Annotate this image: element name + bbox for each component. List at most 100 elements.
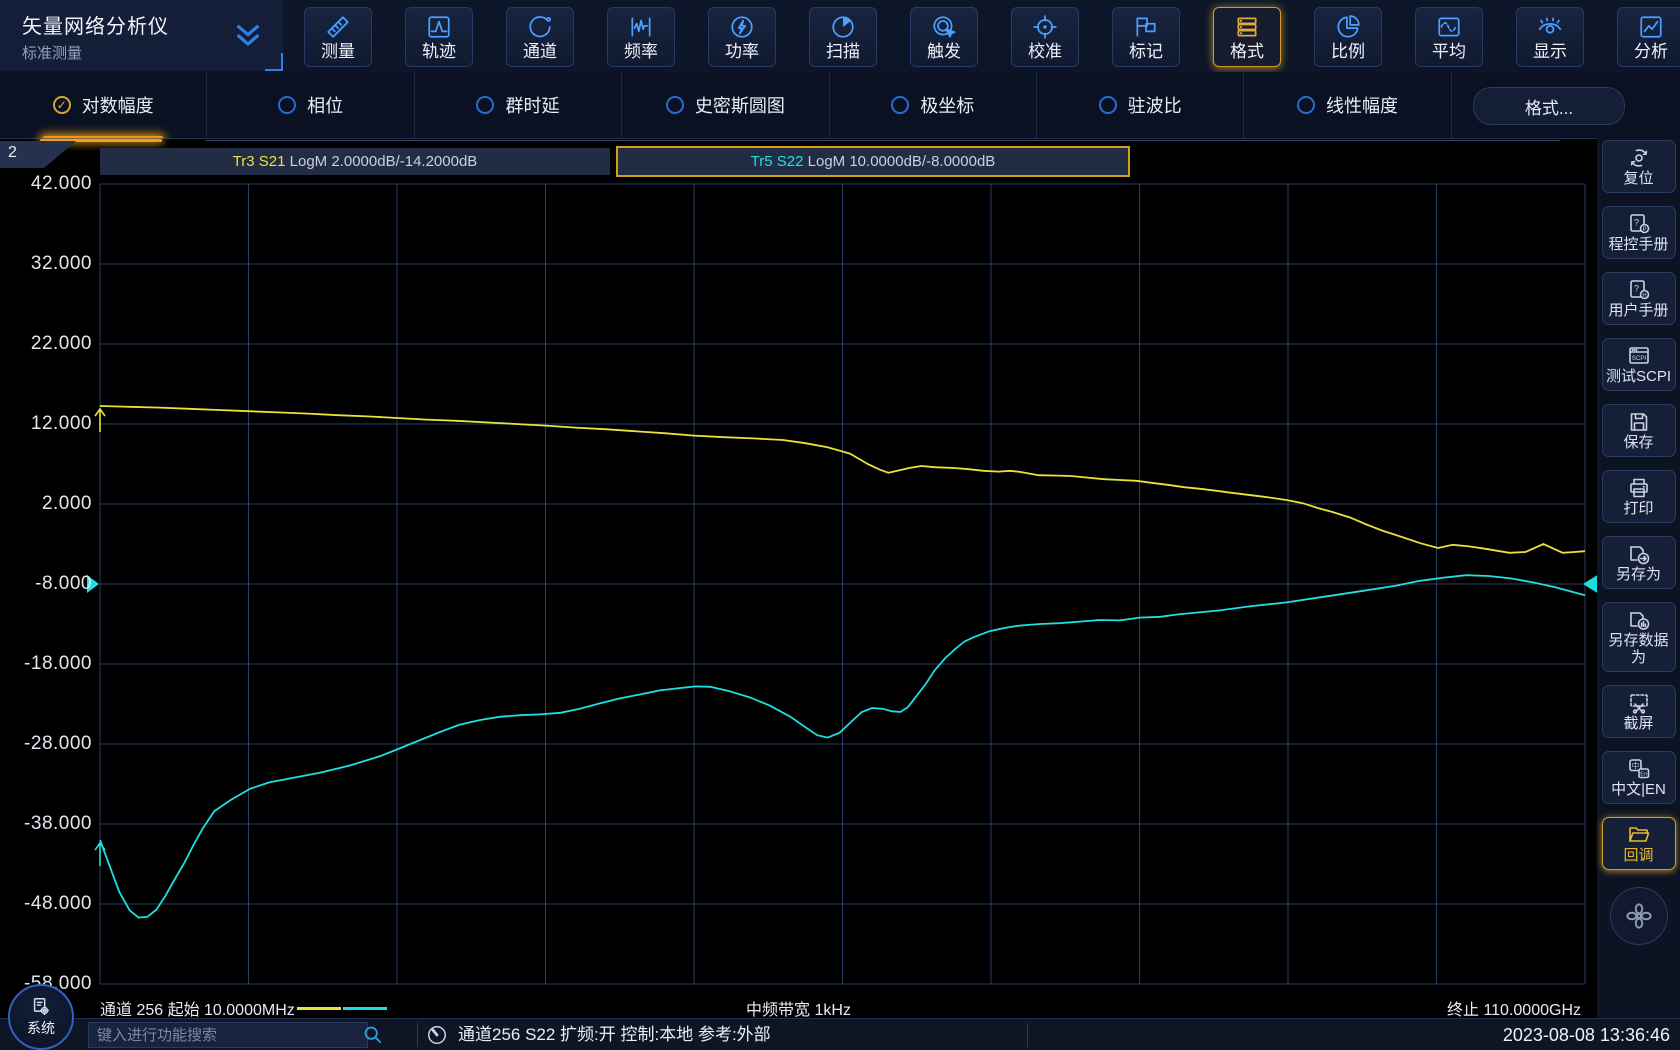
toolbar-button-channel[interactable]: 通道	[506, 7, 574, 67]
frequency-icon	[628, 14, 654, 40]
sidebar-button-label: 截屏	[1623, 715, 1654, 732]
system-button[interactable]: 系统	[8, 984, 74, 1050]
trace-start-arrow	[94, 407, 106, 432]
toolbar-button-calibration[interactable]: 校准	[1011, 7, 1079, 67]
sweep-icon	[830, 14, 856, 40]
y-axis-tick-label: 2.000	[41, 493, 92, 514]
trace-label-tr3[interactable]: Tr3 S21 LogM 2.0000dB/-14.2000dB	[100, 148, 610, 175]
toolbar-button-label: 显示	[1533, 42, 1567, 61]
sidebar-button-label: 程控手册	[1608, 236, 1669, 253]
title-block: 矢量网络分析仪 标准测量	[0, 0, 283, 71]
toolbar-button-trigger[interactable]: 触发	[910, 7, 978, 67]
sidebar-button-print[interactable]: 打印	[1601, 470, 1676, 523]
sidebar-button-label: 回调	[1623, 847, 1654, 864]
format-tab-5[interactable]: 驻波比	[1036, 72, 1245, 139]
toolbar-button-label: 频率	[624, 42, 658, 61]
format-tab-row: 对数幅度 相位 群时延 史密斯圆图 极坐标 驻波比 线性幅度	[0, 72, 1680, 140]
toolbar-button-label: 标记	[1129, 42, 1163, 61]
sidebar-button-programming-manual[interactable]: ? P 程控手册	[1601, 206, 1676, 259]
divider	[1027, 1023, 1028, 1047]
y-axis-tick-label: -18.000	[24, 653, 92, 674]
svg-text:H: H	[1642, 293, 1646, 299]
toolbar-button-frequency[interactable]: 频率	[607, 7, 675, 67]
sidebar-button-screenshot[interactable]: 截屏	[1601, 685, 1676, 738]
sidebar-button-save[interactable]: 保存	[1601, 404, 1676, 457]
sidebar-button-save-data-as[interactable]: 另存数据为	[1601, 602, 1676, 672]
toolbar-button-average[interactable]: 平均	[1415, 7, 1483, 67]
sidebar-button-label: 保存	[1623, 434, 1654, 451]
toolbar-button-power[interactable]: 功率	[708, 7, 776, 67]
format-tab-1[interactable]: 相位	[207, 72, 415, 139]
sidebar-button-scpi[interactable]: SCPI 测试SCPI	[1601, 338, 1676, 391]
toolbar-buttons: 测量 轨迹 通道 频率 功率 扫描 触发 校准 标记 格式 比例 平均 显示 分析	[304, 7, 1680, 67]
format-tab-3[interactable]: 史密斯圆图	[622, 72, 830, 139]
format-tab-4[interactable]: 极坐标	[829, 72, 1037, 139]
toolbar-button-scale[interactable]: 比例	[1314, 7, 1382, 67]
radio-icon	[1098, 96, 1117, 114]
if-bandwidth-label: 中频带宽 1kHz	[746, 1002, 851, 1019]
toolbar-button-trace[interactable]: 轨迹	[405, 7, 473, 67]
language-icon: 中 En	[1627, 757, 1651, 781]
print-icon	[1627, 476, 1651, 500]
format-tab-label: 群时延	[505, 96, 560, 116]
right-sidebar: 复位? P 程控手册 ? H 用户手册 SCPI 测试SCPI 保存 打印 另存为 另存数据为 截屏中 E…	[1597, 138, 1680, 1018]
measurement-plot[interactable]	[0, 139, 1597, 1019]
sidebar-button-label: 打印	[1623, 500, 1654, 517]
sidebar-button-reset[interactable]: 复位	[1601, 140, 1676, 193]
sidebar-button-label: 中文|EN	[1611, 781, 1666, 798]
toolbar-button-format[interactable]: 格式	[1213, 7, 1281, 67]
svg-text:?: ?	[1633, 218, 1638, 228]
analysis-icon	[1638, 14, 1664, 40]
trace-start-arrow	[94, 841, 106, 866]
reference-marker-right	[1583, 575, 1597, 593]
toolbar-button-label: 比例	[1331, 42, 1365, 61]
format-tab-label: 极坐标	[920, 96, 975, 116]
y-axis-tick-label: 22.000	[30, 333, 92, 354]
sidebar-button-recall-folder[interactable]: 回调	[1601, 817, 1676, 870]
chart-region: 2 Tr3 S21 LogM 2.0000dB/-14.2000dB Tr5 S…	[0, 138, 1597, 1019]
recall-folder-icon	[1627, 823, 1651, 847]
format-more-button[interactable]: 格式...	[1473, 87, 1625, 125]
trigger-icon	[931, 14, 957, 40]
toolbar-button-display[interactable]: 显示	[1516, 7, 1584, 67]
toolbar-button-label: 功率	[725, 42, 759, 61]
search-icon[interactable]	[362, 1024, 384, 1046]
trace-label-tr5[interactable]: Tr5 S22 LogM 10.0000dB/-8.0000dB	[616, 146, 1130, 177]
sweep-status-icon	[426, 1024, 448, 1046]
y-axis-tick-label: -48.000	[24, 893, 92, 914]
toolbar-button-marker[interactable]: 标记	[1112, 7, 1180, 67]
nav-wheel-button[interactable]	[1609, 887, 1668, 945]
save-data-as-icon	[1627, 608, 1651, 632]
format-tab-label: 相位	[307, 96, 344, 116]
format-tab-2[interactable]: 群时延	[414, 72, 623, 139]
format-tab-6[interactable]: 线性幅度	[1244, 72, 1452, 139]
toolbar-button-label: 测量	[321, 42, 355, 61]
function-search-input[interactable]	[88, 1022, 368, 1048]
chevron-double-down-icon[interactable]	[232, 20, 264, 52]
toolbar-button-label: 轨迹	[422, 42, 456, 61]
ruler-icon	[325, 14, 351, 40]
radio-icon	[1297, 96, 1316, 114]
toolbar-button-sweep[interactable]: 扫描	[809, 7, 877, 67]
scale-icon	[1335, 14, 1361, 40]
toolbar-button-label: 触发	[927, 42, 961, 61]
toolbar-button-analysis[interactable]: 分析	[1617, 7, 1680, 67]
y-axis-tick-label: 32.000	[30, 253, 92, 274]
toolbar-button-ruler[interactable]: 测量	[304, 7, 372, 67]
y-axis-tick-label: -28.000	[24, 733, 92, 754]
trace1-legend-swatch	[296, 1006, 341, 1010]
reference-marker-left	[87, 575, 99, 593]
sidebar-button-language[interactable]: 中 En 中文|EN	[1601, 751, 1676, 804]
format-tab-0[interactable]: 对数幅度	[0, 72, 208, 140]
toolbar-button-label: 通道	[523, 42, 557, 61]
svg-text:P: P	[1642, 227, 1646, 233]
trace-curve-tr3	[99, 405, 1586, 554]
format-tab-label: 驻波比	[1127, 96, 1182, 116]
sidebar-button-save-as[interactable]: 另存为	[1601, 536, 1676, 589]
sidebar-button-user-manual[interactable]: ? H 用户手册	[1601, 272, 1676, 325]
toolbar-button-label: 格式	[1230, 42, 1264, 61]
app-title: 矢量网络分析仪	[22, 16, 169, 38]
trace2-legend-swatch	[342, 1006, 387, 1010]
format-tab-label: 线性幅度	[1326, 96, 1399, 116]
y-axis-tick-label: 42.000	[30, 173, 92, 194]
